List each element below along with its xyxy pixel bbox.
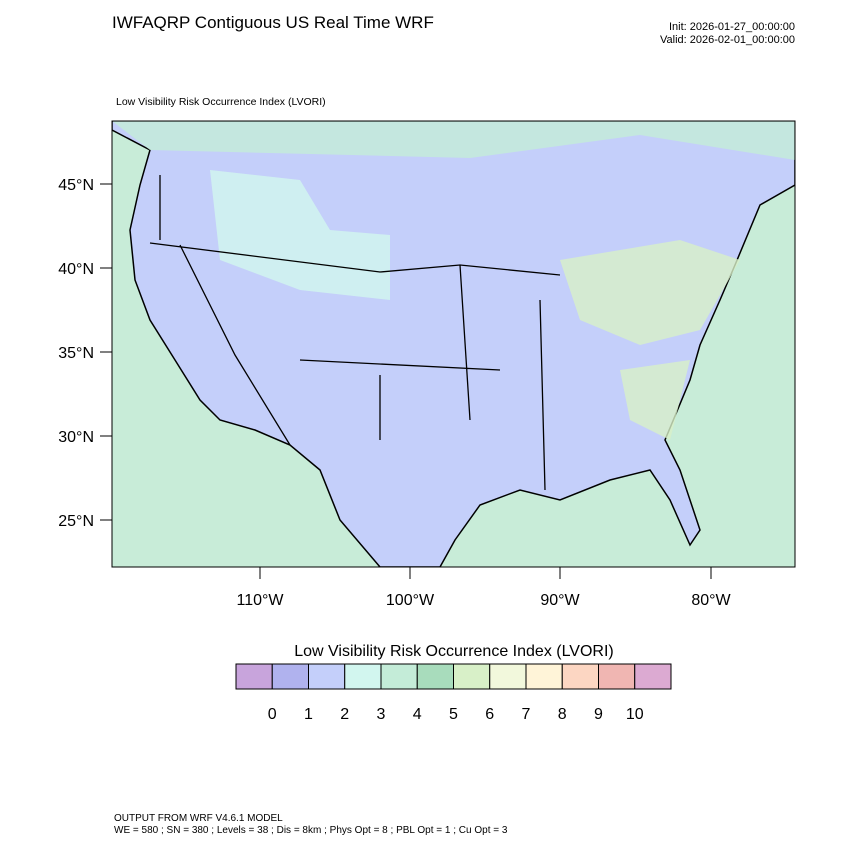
colorbar-box (235, 663, 273, 690)
map-frame (111, 120, 796, 568)
colorbar-box (380, 663, 418, 690)
lat-label: 45°N (58, 177, 94, 194)
colorbar-box (598, 663, 636, 690)
map-area (112, 121, 795, 567)
colorbar-box (561, 663, 599, 690)
lat-label: 40°N (58, 261, 94, 278)
lon-label: 80°W (691, 592, 731, 609)
colorbar-box (634, 663, 672, 690)
lon-label: 110°W (236, 592, 284, 609)
lon-label: 90°W (540, 592, 580, 609)
colorbar-box (308, 663, 346, 690)
state-borders (149, 175, 561, 491)
colorbar-label: 3 (377, 706, 386, 723)
colorbar-box (453, 663, 491, 690)
colorbar-label: 4 (413, 706, 422, 723)
east-region (560, 240, 740, 345)
colorbar-box (344, 663, 382, 690)
init-time: Init: 2026-01-27_00:00:00 (669, 21, 795, 33)
colorbar-label: 6 (485, 706, 494, 723)
colorbar-label: 10 (626, 706, 644, 723)
footer-line: OUTPUT FROM WRF V4.6.1 MODEL (114, 813, 283, 824)
colorbar-label: 7 (522, 706, 531, 723)
colorbar-label: 2 (340, 706, 349, 723)
footer-line: WE = 580 ; SN = 380 ; Levels = 38 ; Dis … (114, 825, 508, 836)
colorbar-label: 0 (268, 706, 277, 723)
colorbar-label: 1 (304, 706, 313, 723)
lat-label: 30°N (58, 429, 94, 446)
title: IWFAQRP Contiguous US Real Time WRF (112, 13, 434, 32)
lat-label: 25°N (58, 513, 94, 530)
lon-label: 100°W (386, 592, 435, 609)
colorbar-label: 9 (594, 706, 603, 723)
map-subtitle: Low Visibility Risk Occurrence Index (LV… (116, 96, 326, 108)
canada (112, 121, 795, 160)
colorbar-box (489, 663, 527, 690)
southeast-region (620, 360, 690, 440)
colorbar-box (525, 663, 563, 690)
colorbar-label: 8 (558, 706, 567, 723)
colorbar-box (271, 663, 309, 690)
colorbar-title: Low Visibility Risk Occurrence Index (LV… (294, 643, 614, 660)
colorbar-label: 5 (449, 706, 458, 723)
valid-time: Valid: 2026-02-01_00:00:00 (660, 34, 795, 46)
colorbar-box (416, 663, 454, 690)
lat-label: 35°N (58, 345, 94, 362)
